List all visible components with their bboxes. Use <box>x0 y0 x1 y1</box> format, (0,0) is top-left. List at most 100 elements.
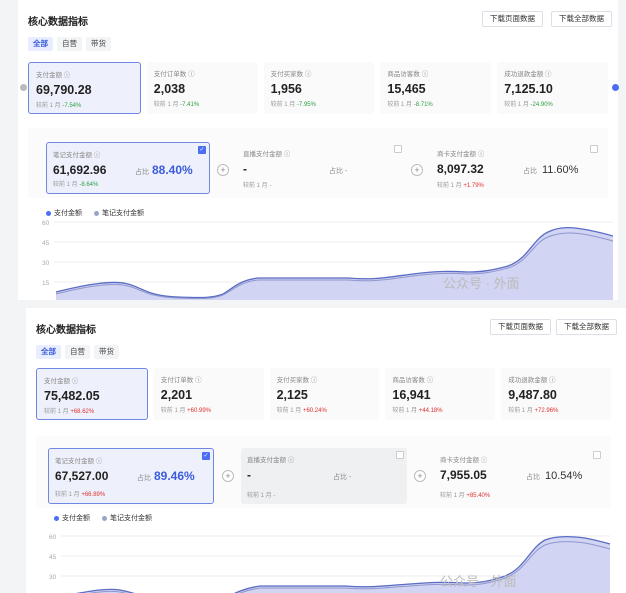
sub-card-live-payment[interactable]: 直播支付金额 ⓘ - 占比 - 较前 1 月 - <box>237 142 405 194</box>
y-tick: 15 <box>42 280 50 287</box>
line-series-payment <box>55 226 613 299</box>
tab-promotion[interactable]: 带货 <box>86 37 111 51</box>
plus-icon: + <box>411 164 423 176</box>
metric-compare: 较前 1 月 <box>392 408 418 414</box>
download-all-button[interactable]: 下载全部数据 <box>551 11 612 27</box>
sub-card-note-payment[interactable]: 笔记支付金额 ⓘ 61,692.96 占比 88.40% 较前 1 月 -8.64… <box>46 142 210 194</box>
metric-compare: 较前 1 月 <box>36 103 61 109</box>
area-series-payment <box>56 227 613 300</box>
legend-dot-icon <box>94 210 99 216</box>
tab-self-operated[interactable]: 自营 <box>57 37 82 51</box>
legend-label: 笔记支付金额 <box>110 515 152 522</box>
tab-self-operated[interactable]: 自营 <box>65 345 90 359</box>
sub-metric-compare: 较前 1 月 <box>55 492 80 498</box>
metric-card-payment-amount[interactable]: 支付金额 ⓘ 69,790.28 较前 1 月 -7.54% <box>28 62 141 114</box>
sub-card-live-payment[interactable]: 直播支付金额 ⓘ - 占比 - 较前 1 月 - <box>241 448 407 504</box>
legend-item-payment[interactable]: 支付金额 <box>46 208 82 218</box>
sub-metric-label: 直播支付金额 ⓘ <box>243 151 291 158</box>
metric-label: 支付订单数 ⓘ <box>153 71 195 78</box>
metric-value: 15,465 <box>387 82 426 96</box>
checkbox-checked-icon[interactable]: ✓ <box>202 452 210 460</box>
trend-chart: 60 45 30 公众号 · 外面 <box>49 534 611 593</box>
metric-card-refund-amount[interactable]: 成功退款金额 ⓘ 7,125.10 较前 1 月 -24.90% <box>497 62 608 114</box>
ratio-label: 占比 <box>135 169 149 176</box>
legend-item-payment[interactable]: 支付金额 <box>54 513 90 523</box>
sub-metric-compare: 较前 1 月 <box>243 183 268 189</box>
y-tick: 60 <box>42 220 50 227</box>
panel-title: 核心数据指标 <box>28 17 88 28</box>
sub-metric-change: -8.64% <box>79 182 99 188</box>
ratio-label: 占比 <box>333 474 347 481</box>
sub-metric-value: - <box>243 162 247 176</box>
panel-title: 核心数据指标 <box>36 325 96 336</box>
trend-chart: 60 45 30 15 公众号 · 外面 <box>42 220 613 300</box>
metric-label: 支付订单数 ⓘ <box>160 377 202 384</box>
sub-metric-compare: 较前 1 月 <box>247 493 272 499</box>
sub-metric-change: - <box>273 493 276 499</box>
sub-card-note-payment[interactable]: 笔记支付金额 ⓘ 67,527.00 占比 89.46% 较前 1 月 +66.8… <box>48 448 214 504</box>
download-page-button[interactable]: 下载页面数据 <box>490 319 551 335</box>
y-axis-ticks: 60 45 30 15 <box>42 220 50 287</box>
scroll-left-icon[interactable] <box>20 84 27 91</box>
sub-metrics-area: 笔记支付金额 ⓘ 67,527.00 占比 89.46% 较前 1 月 +66.8… <box>36 436 611 508</box>
checkbox-icon[interactable] <box>593 451 601 459</box>
metric-label: 支付金额 ⓘ <box>44 378 79 385</box>
download-page-button[interactable]: 下载页面数据 <box>482 11 543 27</box>
checkbox-icon[interactable] <box>590 145 598 153</box>
metric-change: +44.18% <box>418 408 443 414</box>
metric-change: +60.24% <box>302 408 327 414</box>
metric-card-buyer-count[interactable]: 支付买家数 ⓘ 1,956 较前 1 月 -7.95% <box>263 62 375 114</box>
ratio-label: 占比 <box>137 475 151 482</box>
ratio-value: - <box>344 168 348 175</box>
metric-change: +60.99% <box>187 408 211 414</box>
sub-metric-value: 7,955.05 <box>440 468 487 482</box>
metric-card-refund-amount[interactable]: 成功退款金额 ⓘ 9,487.80 较前 1 月 +72.96% <box>501 368 611 420</box>
metric-cards: 支付金额 ⓘ 75,482.05 较前 1 月 +68.62% 支付订单数 ⓘ … <box>36 368 611 420</box>
metric-value: 2,038 <box>153 82 186 96</box>
sub-metric-change: +1.79% <box>463 183 484 189</box>
y-tick: 45 <box>42 240 50 247</box>
metric-label: 商品访客数 ⓘ <box>392 377 434 384</box>
metric-card-order-count[interactable]: 支付订单数 ⓘ 2,038 较前 1 月 -7.41% <box>146 62 258 114</box>
sub-card-product-card-payment[interactable]: 商卡支付金额 ⓘ 7,955.05 占比 10.54% 较前 1 月 +85.4… <box>434 448 604 504</box>
metric-card-visitor-count[interactable]: 商品访客数 ⓘ 15,465 较前 1 月 -8.71% <box>380 62 492 114</box>
download-all-button[interactable]: 下载全部数据 <box>556 319 617 335</box>
metric-value: 75,482.05 <box>44 389 100 403</box>
tab-all[interactable]: 全部 <box>36 345 61 359</box>
metric-card-payment-amount[interactable]: 支付金额 ⓘ 75,482.05 较前 1 月 +68.62% <box>36 368 148 420</box>
metric-change: -7.95% <box>296 102 316 108</box>
checkbox-icon[interactable] <box>394 145 402 153</box>
chart-legend: 支付金额 笔记支付金额 <box>54 513 152 523</box>
metric-value: 9,487.80 <box>508 388 557 402</box>
metric-card-visitor-count[interactable]: 商品访客数 ⓘ 16,941 较前 1 月 +44.18% <box>385 368 496 420</box>
plus-icon: + <box>217 164 229 176</box>
sub-metric-label: 笔记支付金额 ⓘ <box>53 152 101 159</box>
y-tick: 30 <box>49 574 57 581</box>
sub-metric-label: 商卡支付金额 ⓘ <box>437 151 485 158</box>
sub-metric-change: +66.89% <box>81 492 106 498</box>
watermark-text: 公众号 · 外面 <box>443 276 520 291</box>
legend-item-note-payment[interactable]: 笔记支付金额 <box>102 513 152 523</box>
core-metrics-panel-1: 核心数据指标 下载页面数据 下载全部数据 全部 自营 带货 支付金额 ⓘ 69,… <box>18 0 619 300</box>
metric-label: 支付金额 ⓘ <box>36 72 71 79</box>
checkbox-checked-icon[interactable]: ✓ <box>198 146 206 154</box>
legend-label: 支付金额 <box>62 515 90 522</box>
metric-change: -7.54% <box>62 103 82 109</box>
metric-compare: 较前 1 月 <box>270 102 296 108</box>
line-series-note-payment <box>88 541 611 593</box>
metric-card-buyer-count[interactable]: 支付买家数 ⓘ 2,125 较前 1 月 +60.24% <box>269 368 380 420</box>
sub-metric-label: 笔记支付金额 ⓘ <box>55 458 103 465</box>
checkbox-icon[interactable] <box>396 451 404 459</box>
metric-cards: 支付金额 ⓘ 69,790.28 较前 1 月 -7.54% 支付订单数 ⓘ 2… <box>28 62 608 114</box>
metric-card-order-count[interactable]: 支付订单数 ⓘ 2,201 较前 1 月 +60.99% <box>153 368 264 420</box>
sub-metric-compare: 较前 1 月 <box>440 493 465 499</box>
scroll-right-icon[interactable] <box>612 84 619 91</box>
metric-change: +72.96% <box>534 408 559 414</box>
tab-promotion[interactable]: 带货 <box>94 345 119 359</box>
sub-card-product-card-payment[interactable]: 商卡支付金额 ⓘ 8,097.32 占比 11.60% 较前 1 月 +1.79… <box>431 142 601 194</box>
metric-change: -8.71% <box>413 102 433 108</box>
legend-item-note-payment[interactable]: 笔记支付金额 <box>94 208 144 218</box>
tab-all[interactable]: 全部 <box>28 37 53 51</box>
metric-label: 支付买家数 ⓘ <box>276 377 318 384</box>
core-metrics-panel-2: 核心数据指标 下载页面数据 下载全部数据 全部 自营 带货 支付金额 ⓘ 75,… <box>26 308 626 593</box>
